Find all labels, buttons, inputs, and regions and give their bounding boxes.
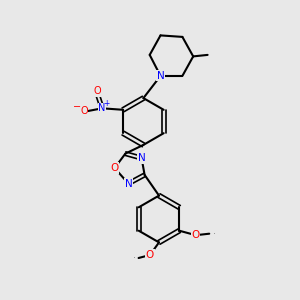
Text: N: N xyxy=(124,178,132,189)
Text: N: N xyxy=(157,71,164,81)
Text: OC: OC xyxy=(214,233,216,234)
Text: +: + xyxy=(103,99,109,108)
Text: O: O xyxy=(94,86,101,96)
Text: N: N xyxy=(138,153,146,163)
Text: −: − xyxy=(73,102,81,112)
Text: O: O xyxy=(80,106,88,116)
Text: CO: CO xyxy=(134,257,136,258)
Text: O: O xyxy=(192,230,200,240)
Text: O: O xyxy=(146,250,154,260)
Text: O: O xyxy=(110,163,119,173)
Text: N: N xyxy=(98,103,106,113)
